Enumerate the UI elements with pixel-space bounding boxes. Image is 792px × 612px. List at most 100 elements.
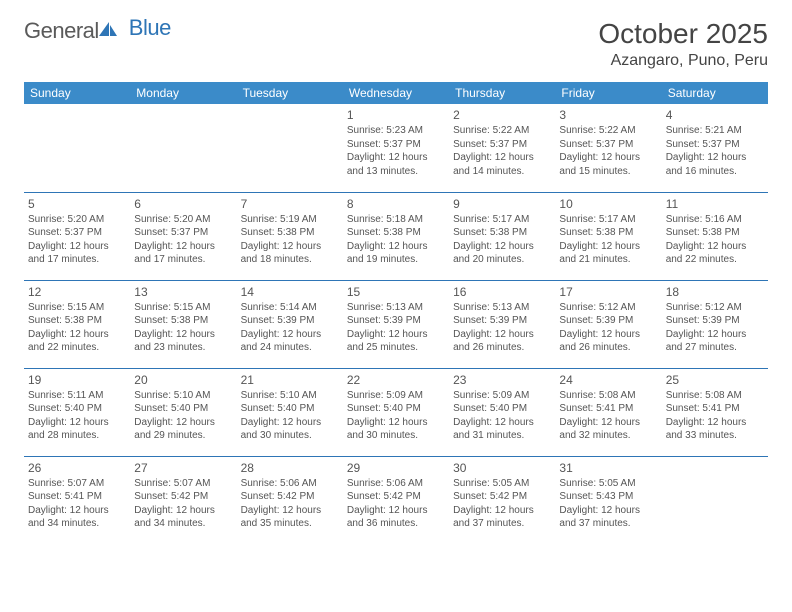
day-info-line: Daylight: 12 hours bbox=[241, 504, 339, 518]
day-info-line: and 34 minutes. bbox=[28, 517, 126, 531]
day-info-line: Sunrise: 5:22 AM bbox=[453, 124, 551, 138]
day-info-line: Sunset: 5:37 PM bbox=[559, 138, 657, 152]
day-info-line: Sunrise: 5:11 AM bbox=[28, 389, 126, 403]
day-info-line: Sunset: 5:37 PM bbox=[666, 138, 764, 152]
day-info-line: Daylight: 12 hours bbox=[559, 328, 657, 342]
day-info-line: Daylight: 12 hours bbox=[347, 504, 445, 518]
day-info-line: and 22 minutes. bbox=[28, 341, 126, 355]
day-number: 11 bbox=[666, 196, 764, 212]
day-info-line: Sunrise: 5:18 AM bbox=[347, 213, 445, 227]
day-info-line: Sunrise: 5:09 AM bbox=[347, 389, 445, 403]
calendar-day-cell: 19Sunrise: 5:11 AMSunset: 5:40 PMDayligh… bbox=[24, 368, 130, 456]
day-info-line: Daylight: 12 hours bbox=[134, 416, 232, 430]
calendar-day-cell bbox=[24, 104, 130, 192]
calendar-day-cell: 31Sunrise: 5:05 AMSunset: 5:43 PMDayligh… bbox=[555, 456, 661, 544]
day-info-line: Sunrise: 5:06 AM bbox=[241, 477, 339, 491]
day-info-line: Sunrise: 5:14 AM bbox=[241, 301, 339, 315]
day-info-line: and 34 minutes. bbox=[134, 517, 232, 531]
calendar-day-cell: 5Sunrise: 5:20 AMSunset: 5:37 PMDaylight… bbox=[24, 192, 130, 280]
day-info-line: and 19 minutes. bbox=[347, 253, 445, 267]
day-number: 1 bbox=[347, 107, 445, 123]
calendar-week-row: 26Sunrise: 5:07 AMSunset: 5:41 PMDayligh… bbox=[24, 456, 768, 544]
day-number: 4 bbox=[666, 107, 764, 123]
day-info-line: Sunset: 5:40 PM bbox=[28, 402, 126, 416]
day-info-line: Daylight: 12 hours bbox=[453, 328, 551, 342]
day-info-line: Sunrise: 5:20 AM bbox=[134, 213, 232, 227]
day-number: 17 bbox=[559, 284, 657, 300]
calendar-day-cell: 25Sunrise: 5:08 AMSunset: 5:41 PMDayligh… bbox=[662, 368, 768, 456]
day-number: 19 bbox=[28, 372, 126, 388]
calendar-day-cell: 11Sunrise: 5:16 AMSunset: 5:38 PMDayligh… bbox=[662, 192, 768, 280]
day-info-line: and 26 minutes. bbox=[453, 341, 551, 355]
location-text: Azangaro, Puno, Peru bbox=[598, 52, 768, 70]
day-info-line: Daylight: 12 hours bbox=[559, 504, 657, 518]
day-info-line: and 37 minutes. bbox=[453, 517, 551, 531]
calendar-week-row: 1Sunrise: 5:23 AMSunset: 5:37 PMDaylight… bbox=[24, 104, 768, 192]
day-number: 20 bbox=[134, 372, 232, 388]
day-info-line: Daylight: 12 hours bbox=[347, 240, 445, 254]
day-number: 9 bbox=[453, 196, 551, 212]
day-number: 10 bbox=[559, 196, 657, 212]
day-info-line: and 30 minutes. bbox=[241, 429, 339, 443]
day-info-line: Sunrise: 5:07 AM bbox=[134, 477, 232, 491]
calendar-day-cell: 24Sunrise: 5:08 AMSunset: 5:41 PMDayligh… bbox=[555, 368, 661, 456]
day-info-line: Daylight: 12 hours bbox=[347, 416, 445, 430]
month-title: October 2025 bbox=[598, 18, 768, 50]
calendar-day-cell: 15Sunrise: 5:13 AMSunset: 5:39 PMDayligh… bbox=[343, 280, 449, 368]
day-info-line: Sunrise: 5:20 AM bbox=[28, 213, 126, 227]
day-info-line: Daylight: 12 hours bbox=[559, 240, 657, 254]
day-info-line: Daylight: 12 hours bbox=[666, 151, 764, 165]
day-info-line: Sunset: 5:40 PM bbox=[347, 402, 445, 416]
calendar-day-cell: 12Sunrise: 5:15 AMSunset: 5:38 PMDayligh… bbox=[24, 280, 130, 368]
logo-text-general: General bbox=[24, 18, 99, 44]
day-info-line: and 24 minutes. bbox=[241, 341, 339, 355]
calendar-day-cell: 3Sunrise: 5:22 AMSunset: 5:37 PMDaylight… bbox=[555, 104, 661, 192]
day-info-line: Sunrise: 5:09 AM bbox=[453, 389, 551, 403]
day-info-line: Sunrise: 5:10 AM bbox=[134, 389, 232, 403]
day-info-line: Sunset: 5:42 PM bbox=[241, 490, 339, 504]
day-info-line: and 17 minutes. bbox=[134, 253, 232, 267]
day-info-line: Daylight: 12 hours bbox=[241, 328, 339, 342]
day-info-line: Sunrise: 5:15 AM bbox=[28, 301, 126, 315]
day-info-line: Sunset: 5:38 PM bbox=[134, 314, 232, 328]
day-info-line: Daylight: 12 hours bbox=[28, 416, 126, 430]
day-info-line: Daylight: 12 hours bbox=[134, 328, 232, 342]
day-info-line: Daylight: 12 hours bbox=[134, 240, 232, 254]
day-info-line: and 25 minutes. bbox=[347, 341, 445, 355]
day-number: 8 bbox=[347, 196, 445, 212]
calendar-day-cell: 26Sunrise: 5:07 AMSunset: 5:41 PMDayligh… bbox=[24, 456, 130, 544]
day-info-line: Daylight: 12 hours bbox=[28, 240, 126, 254]
day-info-line: Daylight: 12 hours bbox=[453, 504, 551, 518]
day-info-line: and 32 minutes. bbox=[559, 429, 657, 443]
day-info-line: Sunset: 5:38 PM bbox=[453, 226, 551, 240]
day-info-line: Sunset: 5:37 PM bbox=[134, 226, 232, 240]
day-info-line: Sunrise: 5:08 AM bbox=[666, 389, 764, 403]
day-info-line: Daylight: 12 hours bbox=[453, 416, 551, 430]
day-number: 30 bbox=[453, 460, 551, 476]
calendar-day-cell: 29Sunrise: 5:06 AMSunset: 5:42 PMDayligh… bbox=[343, 456, 449, 544]
day-info-line: Sunrise: 5:23 AM bbox=[347, 124, 445, 138]
day-info-line: Sunrise: 5:12 AM bbox=[559, 301, 657, 315]
day-info-line: Daylight: 12 hours bbox=[241, 240, 339, 254]
day-info-line: Sunset: 5:42 PM bbox=[134, 490, 232, 504]
day-info-line: Sunset: 5:41 PM bbox=[666, 402, 764, 416]
day-info-line: Sunrise: 5:15 AM bbox=[134, 301, 232, 315]
day-info-line: Sunrise: 5:22 AM bbox=[559, 124, 657, 138]
day-number: 3 bbox=[559, 107, 657, 123]
col-friday: Friday bbox=[555, 82, 661, 104]
calendar-day-cell: 8Sunrise: 5:18 AMSunset: 5:38 PMDaylight… bbox=[343, 192, 449, 280]
day-number: 26 bbox=[28, 460, 126, 476]
day-info-line: Daylight: 12 hours bbox=[666, 240, 764, 254]
day-info-line: Sunset: 5:39 PM bbox=[453, 314, 551, 328]
day-info-line: and 15 minutes. bbox=[559, 165, 657, 179]
day-info-line: Sunset: 5:38 PM bbox=[347, 226, 445, 240]
day-info-line: Sunset: 5:40 PM bbox=[453, 402, 551, 416]
calendar-day-cell: 7Sunrise: 5:19 AMSunset: 5:38 PMDaylight… bbox=[237, 192, 343, 280]
day-info-line: Sunset: 5:38 PM bbox=[28, 314, 126, 328]
calendar-day-cell: 20Sunrise: 5:10 AMSunset: 5:40 PMDayligh… bbox=[130, 368, 236, 456]
day-info-line: and 35 minutes. bbox=[241, 517, 339, 531]
day-info-line: and 14 minutes. bbox=[453, 165, 551, 179]
day-info-line: Sunrise: 5:19 AM bbox=[241, 213, 339, 227]
day-info-line: and 30 minutes. bbox=[347, 429, 445, 443]
calendar-day-cell: 17Sunrise: 5:12 AMSunset: 5:39 PMDayligh… bbox=[555, 280, 661, 368]
